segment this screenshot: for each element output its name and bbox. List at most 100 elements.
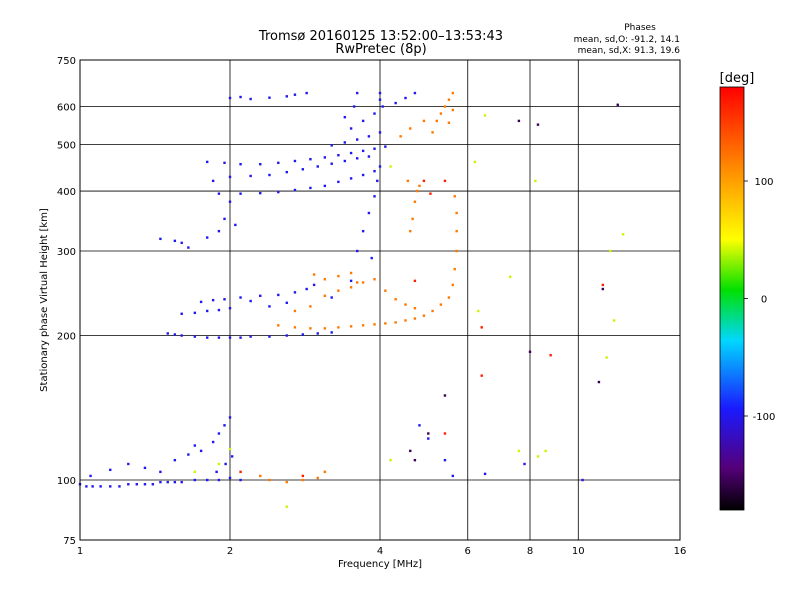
data-point xyxy=(361,173,365,177)
data-point xyxy=(193,311,197,315)
data-point xyxy=(228,200,232,203)
data-point xyxy=(285,334,288,337)
data-point xyxy=(127,483,130,486)
data-point xyxy=(601,287,605,291)
data-point xyxy=(309,186,312,190)
data-point xyxy=(349,325,353,328)
data-point xyxy=(89,474,92,478)
data-point xyxy=(217,478,221,482)
data-point xyxy=(301,478,305,482)
data-point xyxy=(373,112,376,115)
data-point xyxy=(109,485,112,488)
data-point xyxy=(293,188,297,192)
data-point xyxy=(373,323,376,326)
chart-title: Tromsø 20160125 13:52:00–13:53:43 xyxy=(258,29,503,44)
grid-layer xyxy=(80,60,680,540)
data-point xyxy=(378,98,382,101)
data-point xyxy=(239,162,242,166)
data-point xyxy=(544,449,547,453)
data-point xyxy=(373,147,376,150)
data-point xyxy=(394,101,397,105)
data-point xyxy=(143,466,147,470)
data-point xyxy=(249,174,252,178)
data-point xyxy=(301,168,305,171)
data-point xyxy=(217,229,221,233)
data-point xyxy=(378,165,382,168)
colorbar-tick-label: 0 xyxy=(761,295,767,306)
data-point xyxy=(166,332,169,335)
data-point xyxy=(443,105,447,108)
data-point xyxy=(404,303,407,306)
data-point xyxy=(301,333,305,336)
data-point xyxy=(187,246,190,249)
points-layer xyxy=(78,91,625,508)
data-point xyxy=(451,91,455,95)
data-point xyxy=(268,335,271,338)
data-point xyxy=(429,192,432,195)
data-point xyxy=(480,326,483,329)
data-point xyxy=(352,105,356,108)
data-point xyxy=(205,309,209,313)
colorbar-label: [deg] xyxy=(720,71,755,86)
data-point xyxy=(337,289,340,292)
data-point xyxy=(211,179,215,183)
x-tick-label: 10 xyxy=(572,546,585,557)
x-tick-label: 6 xyxy=(465,546,471,557)
data-point xyxy=(378,91,382,95)
data-point xyxy=(228,336,232,339)
data-point xyxy=(99,485,102,488)
data-point xyxy=(323,327,327,330)
colorbar-tick-label: 100 xyxy=(754,177,773,188)
y-tick-label: 600 xyxy=(57,103,76,114)
data-point xyxy=(435,119,438,123)
data-point xyxy=(422,179,426,183)
data-point xyxy=(316,476,319,480)
data-point xyxy=(323,294,327,297)
data-point xyxy=(330,331,333,334)
data-point xyxy=(355,138,359,141)
data-point xyxy=(536,123,540,126)
data-point xyxy=(268,478,271,482)
data-point xyxy=(217,336,221,339)
data-point xyxy=(91,485,94,488)
data-point xyxy=(399,135,402,138)
data-point xyxy=(422,119,426,123)
plot-frame xyxy=(79,59,681,541)
data-point xyxy=(337,274,340,278)
data-point xyxy=(316,165,319,168)
colorbar-ticks: 100 0 -100 xyxy=(744,177,775,423)
data-point xyxy=(447,121,451,124)
data-point xyxy=(330,162,333,165)
data-point xyxy=(215,470,218,474)
data-point xyxy=(349,151,353,155)
data-point xyxy=(268,305,271,308)
data-point xyxy=(217,192,221,195)
data-point xyxy=(285,95,288,98)
data-point xyxy=(217,308,221,312)
data-point xyxy=(394,298,397,301)
y-tick-label: 400 xyxy=(57,187,76,198)
data-point xyxy=(367,135,371,138)
data-point xyxy=(330,296,333,299)
data-point xyxy=(337,326,340,329)
data-point xyxy=(439,112,443,115)
data-point xyxy=(293,159,297,163)
data-point xyxy=(413,279,417,283)
data-point xyxy=(217,432,221,435)
data-point xyxy=(193,478,197,482)
data-point xyxy=(480,374,483,377)
data-point xyxy=(453,267,456,271)
data-point xyxy=(443,179,447,183)
stats-heading: Phases xyxy=(624,23,656,33)
data-point xyxy=(349,127,353,130)
data-point xyxy=(259,474,262,478)
data-point xyxy=(409,229,412,233)
data-point xyxy=(159,470,162,474)
data-point xyxy=(373,195,376,198)
data-point xyxy=(451,474,455,478)
data-point xyxy=(143,483,147,486)
data-point xyxy=(109,468,112,472)
data-point xyxy=(193,444,197,447)
data-point xyxy=(343,116,347,119)
data-point xyxy=(309,305,312,308)
